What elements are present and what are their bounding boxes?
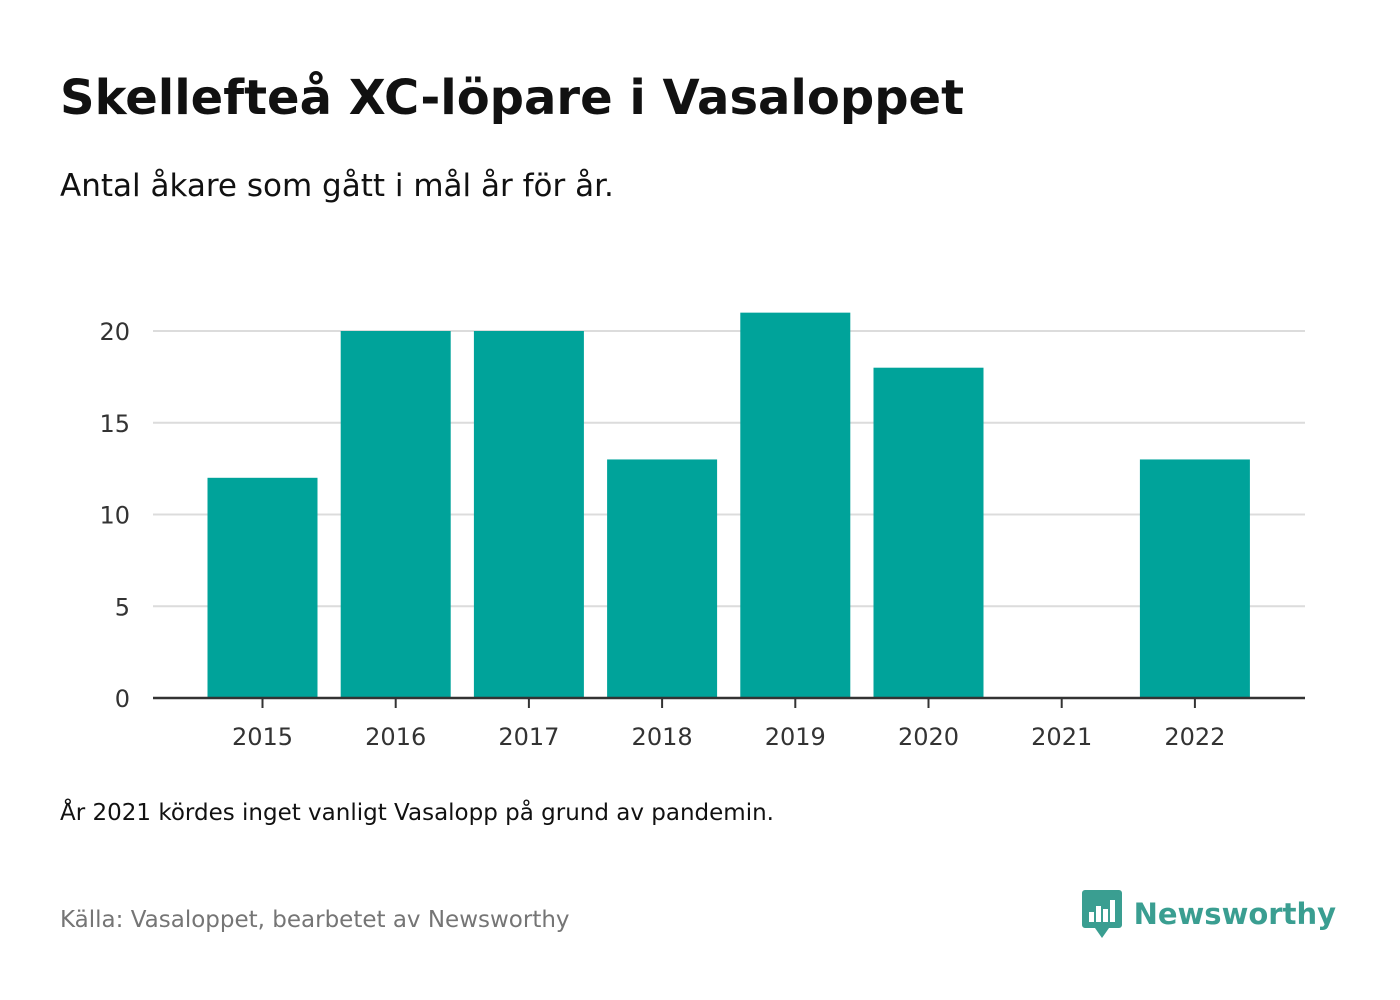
chart-note: År 2021 kördes inget vanligt Vasalopp på… bbox=[60, 800, 774, 826]
x-tick-label: 2018 bbox=[632, 723, 693, 751]
bar bbox=[740, 312, 851, 698]
bar bbox=[873, 367, 984, 698]
chart-subtitle: Antal åkare som gått i mål år för år. bbox=[60, 168, 614, 204]
source-credit: Källa: Vasaloppet, bearbetet av Newswort… bbox=[60, 907, 570, 933]
y-tick-label: 15 bbox=[99, 410, 130, 438]
x-tick-label: 2021 bbox=[1031, 723, 1092, 751]
gridlines bbox=[153, 330, 1305, 608]
bars bbox=[207, 312, 1250, 698]
x-tick-label: 2020 bbox=[898, 723, 959, 751]
bar bbox=[607, 459, 718, 698]
bar bbox=[340, 331, 451, 698]
x-tick-label: 2022 bbox=[1164, 723, 1225, 751]
axes: 0 5 10 15 20 2015 2016 2017 2018 2019 2020 2021 2022 bbox=[99, 318, 1305, 751]
bar bbox=[1139, 459, 1250, 698]
y-tick-label: 10 bbox=[99, 502, 130, 530]
brand-name: Newsworthy bbox=[1133, 897, 1336, 931]
chart-title: Skellefteå XC-löpare i Vasaloppet bbox=[60, 70, 965, 126]
bar-chart: 0 5 10 15 20 2015 2016 2017 2018 2019 2020 2021 2022 bbox=[99, 312, 1305, 751]
x-tick-label: 2016 bbox=[365, 723, 426, 751]
bar-chart-speech-bubble-icon bbox=[1081, 890, 1122, 938]
y-tick-label: 0 bbox=[115, 685, 130, 713]
x-tick-label: 2019 bbox=[765, 723, 826, 751]
x-tick-label: 2015 bbox=[232, 723, 293, 751]
x-tick-label: 2017 bbox=[498, 723, 559, 751]
bar bbox=[207, 477, 318, 698]
y-tick-label: 20 bbox=[99, 318, 130, 346]
bar bbox=[473, 331, 584, 698]
y-tick-label: 5 bbox=[115, 593, 130, 621]
newsworthy-logo: Newsworthy bbox=[1081, 888, 1336, 940]
